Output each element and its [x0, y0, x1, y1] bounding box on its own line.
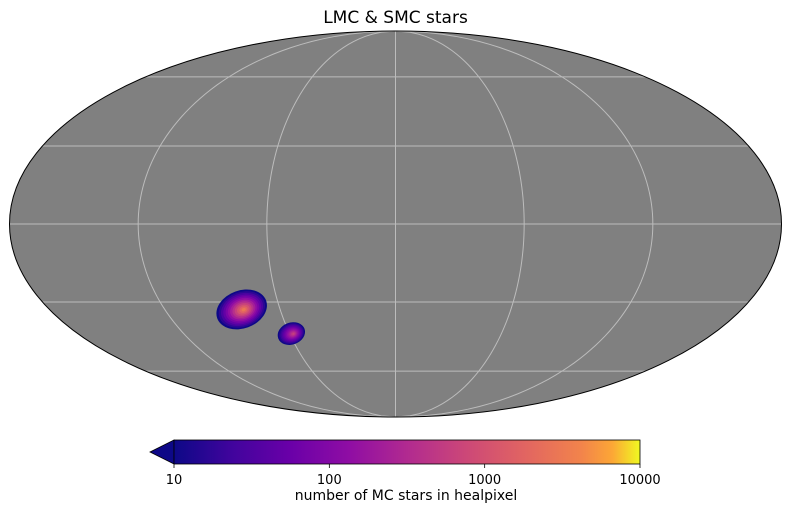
colorbar-tick-label: 100 [317, 473, 342, 488]
map-outline [9, 30, 782, 418]
graticule-meridian [395, 31, 654, 417]
cloud-density-ring [241, 308, 246, 312]
sky-map [9, 30, 782, 418]
graticule-meridian [137, 31, 396, 417]
colorbar-label: number of MC stars in healpixel [295, 488, 518, 504]
colorbar: 10 100 1000 10000 number of MC stars in hea… [149, 439, 661, 504]
chart-title: LMC & SMC stars [323, 8, 468, 28]
graticule-meridian [395, 31, 525, 417]
cloud-smc [277, 322, 306, 345]
star-density-clouds [216, 289, 306, 345]
colorbar-tick-label: 10 [166, 473, 183, 488]
colorbar-gradient [173, 439, 641, 465]
colorbar-tick-label: 10000 [619, 473, 660, 488]
colorbar-ticks: 10 100 1000 10000 [166, 464, 661, 488]
cloud-lmc [216, 289, 267, 330]
colorbar-tick-label: 1000 [468, 473, 501, 488]
graticule-meridian [266, 31, 396, 417]
graticule [9, 31, 782, 417]
cloud-density-ring [292, 332, 295, 335]
colorbar-extend-arrow [149, 439, 175, 465]
